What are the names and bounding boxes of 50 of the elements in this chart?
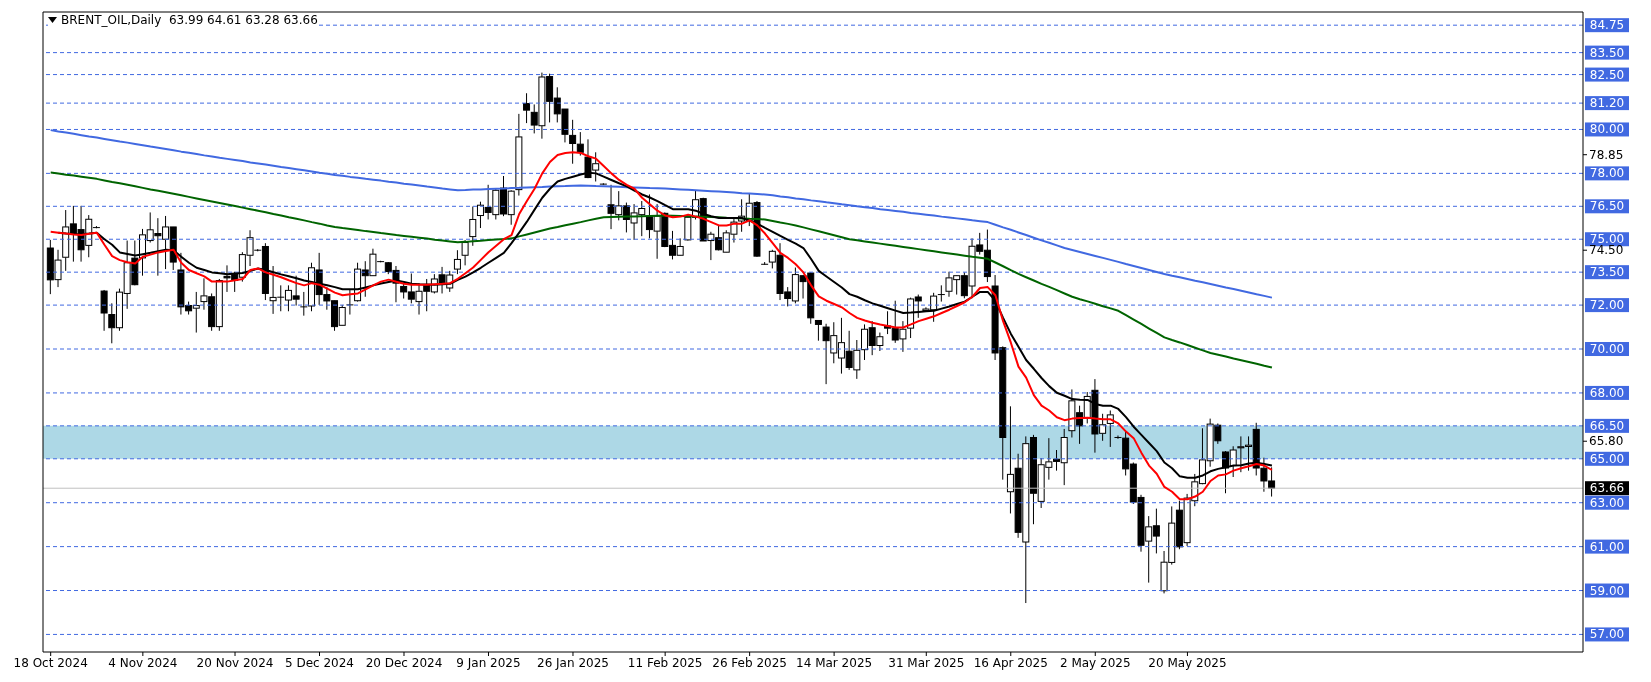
ref-line-label: 72.00 [1589,298,1625,313]
ref-line-label: 63.66 [1589,481,1625,496]
x-tick-label: 31 Mar 2025 [888,655,965,670]
y-tick-label: 74.50 [1589,243,1624,258]
line-series [49,171,1273,369]
x-tick-label: 20 Nov 2024 [196,655,274,670]
candlestick [814,319,822,342]
ref-line-label: 63.00 [1589,495,1625,510]
candlestick [453,249,461,275]
ref-line-label: 76.50 [1589,199,1625,214]
x-tick-label: 20 Dec 2024 [365,655,443,670]
y-tick-label: 65.80 [1589,434,1624,449]
x-tick-label: 16 Apr 2025 [973,655,1048,670]
ref-line-label: 68.00 [1589,385,1625,400]
ref-line-label: 82.50 [1589,67,1625,82]
x-tick-label: 2 May 2025 [1059,655,1131,670]
x-tick-label: 11 Feb 2025 [627,655,703,670]
ref-line-label: 78.00 [1589,166,1625,181]
x-tick-label: 14 Mar 2025 [796,655,873,670]
ref-line-label: 81.20 [1589,96,1625,111]
ref-line-label: 70.00 [1589,342,1625,357]
candlestick [569,119,577,165]
ref-line-label: 66.50 [1589,418,1625,433]
ref-line-label: 61.00 [1589,539,1625,554]
ref-line-label: 80.00 [1589,122,1625,137]
candlestick [1113,435,1122,440]
y-tick-label: 78.85 [1589,147,1624,162]
ref-line-label: 65.00 [1589,451,1625,466]
x-tick-label: 20 May 2025 [1148,655,1227,670]
ref-line-label: 73.50 [1589,265,1625,280]
ref-line-label: 59.00 [1589,583,1625,598]
candlestick [599,182,608,186]
ref-line-label: 84.75 [1589,18,1625,33]
candlestick [345,288,354,316]
candlestick [515,113,523,197]
candlestick [760,261,769,266]
candlestick [576,131,584,157]
x-tick-label: 5 Dec 2024 [284,655,355,670]
x-tick-label: 9 Jan 2025 [456,655,521,670]
candlestick [461,239,469,266]
x-tick-label: 26 Feb 2025 [712,655,787,670]
x-tick-label: 26 Jan 2025 [537,655,609,670]
candlestick [937,284,946,303]
x-tick-label: 18 Oct 2024 [13,655,88,670]
chart-title: BRENT_OIL,Daily 63.99 64.61 63.28 63.66 [61,13,318,27]
ref-line-label: 57.00 [1589,627,1625,642]
ref-line-label: 83.50 [1589,45,1625,60]
candlestick [523,92,531,124]
candlestick [469,206,477,247]
x-tick-label: 4 Nov 2024 [108,655,178,670]
